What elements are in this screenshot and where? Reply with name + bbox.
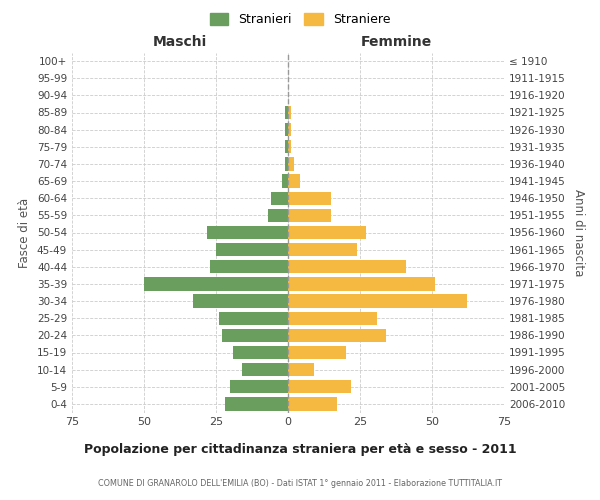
Bar	[285, 123, 288, 136]
Y-axis label: Anni di nascita: Anni di nascita	[572, 189, 585, 276]
Bar	[268, 208, 288, 222]
Y-axis label: Fasce di età: Fasce di età	[19, 198, 31, 268]
Bar	[208, 226, 288, 239]
Bar	[271, 192, 288, 205]
Bar	[288, 312, 377, 325]
Bar	[285, 140, 288, 153]
Bar	[233, 346, 288, 359]
Bar	[288, 380, 352, 394]
Bar	[282, 174, 288, 188]
Bar	[288, 294, 467, 308]
Bar	[242, 363, 288, 376]
Bar	[288, 226, 366, 239]
Bar	[288, 328, 386, 342]
Text: COMUNE DI GRANAROLO DELL'EMILIA (BO) - Dati ISTAT 1° gennaio 2011 - Elaborazione: COMUNE DI GRANAROLO DELL'EMILIA (BO) - D…	[98, 479, 502, 488]
Bar	[288, 123, 291, 136]
Bar	[288, 174, 299, 188]
Bar	[210, 260, 288, 274]
Bar	[288, 140, 291, 153]
Text: Maschi: Maschi	[153, 35, 207, 49]
Text: Femmine: Femmine	[361, 35, 431, 49]
Bar	[288, 346, 346, 359]
Bar	[285, 106, 288, 119]
Legend: Stranieri, Straniere: Stranieri, Straniere	[206, 8, 394, 30]
Bar	[144, 277, 288, 290]
Bar	[219, 312, 288, 325]
Bar	[288, 106, 291, 119]
Bar	[288, 157, 294, 170]
Bar	[288, 260, 406, 274]
Bar	[288, 243, 357, 256]
Bar	[288, 192, 331, 205]
Bar	[193, 294, 288, 308]
Bar	[288, 277, 435, 290]
Bar	[216, 243, 288, 256]
Bar	[230, 380, 288, 394]
Bar	[224, 397, 288, 410]
Bar	[288, 397, 337, 410]
Bar	[288, 363, 314, 376]
Bar	[285, 157, 288, 170]
Bar	[222, 328, 288, 342]
Text: Popolazione per cittadinanza straniera per età e sesso - 2011: Popolazione per cittadinanza straniera p…	[83, 442, 517, 456]
Bar	[288, 208, 331, 222]
